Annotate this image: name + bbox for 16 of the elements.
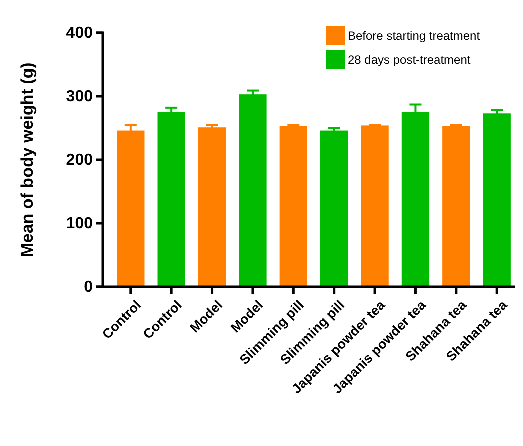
bar [158,112,186,287]
bar [280,126,308,287]
y-tick-label: 200 [66,152,94,170]
bar [361,126,389,287]
legend-label: 28 days post-treatment [348,53,472,67]
y-tick-label: 0 [84,279,94,296]
y-tick-label: 300 [66,88,94,106]
y-axis-title: Mean of body weight (g) [18,62,37,258]
bar [198,128,226,287]
bar [442,126,470,287]
y-tick-label: 100 [66,216,94,233]
bar [239,94,267,287]
bar [483,114,511,287]
y-tick-label: 400 [66,25,94,42]
legend-label: Before starting treatment [348,29,481,43]
bar [320,130,348,287]
